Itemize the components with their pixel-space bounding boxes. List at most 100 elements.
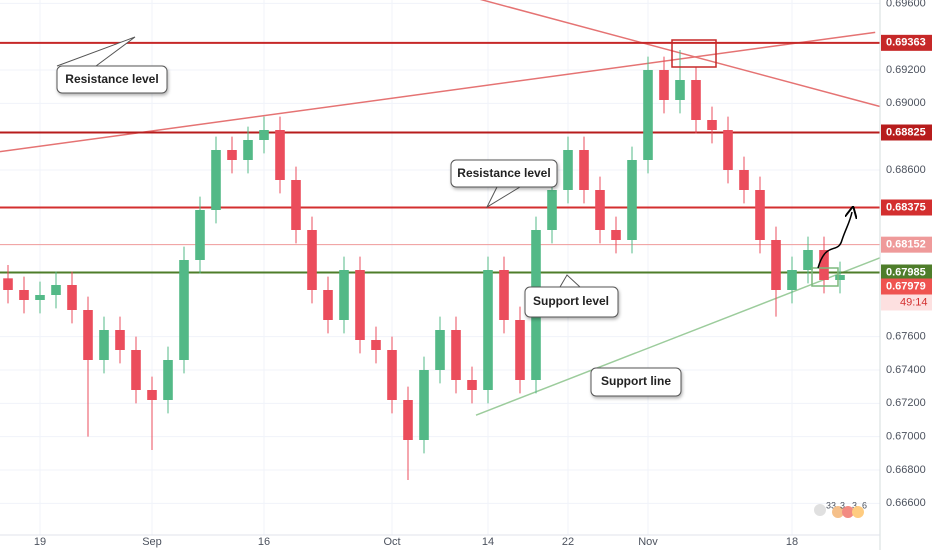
price-label: 0.67985 [886, 266, 926, 278]
candle-body [451, 330, 461, 380]
candle-body [707, 120, 717, 130]
candle-body [195, 210, 205, 260]
candle-body [131, 350, 141, 390]
callout-box [450, 159, 558, 188]
y-tick-label: 0.69200 [886, 64, 926, 76]
candle-body [787, 270, 797, 290]
badge: 3 [840, 500, 845, 510]
candle-body [723, 130, 733, 170]
candle-body [211, 150, 221, 210]
candle-body [275, 130, 285, 180]
candle-body [563, 150, 573, 190]
price-label: 0.69363 [886, 37, 926, 49]
callout-tail [485, 186, 521, 209]
candle-body [19, 290, 29, 300]
candle-body [35, 295, 45, 300]
candle-body [323, 290, 333, 320]
candle-body [755, 190, 765, 240]
candle-body [179, 260, 189, 360]
y-tick-label: 0.67400 [886, 364, 926, 376]
badge: 33 [826, 500, 836, 510]
annotation: Resistance level [65, 72, 158, 86]
x-tick-label: Oct [383, 536, 400, 548]
badge: 3 [852, 500, 857, 510]
candle-body [99, 330, 109, 360]
x-tick-label: 19 [34, 536, 46, 548]
callout-box [524, 286, 619, 318]
candle-body [387, 350, 397, 400]
countdown: 49:14 [900, 296, 928, 308]
badge: 6 [862, 500, 867, 510]
annotations-layer: Resistance level Resistance level Suppor… [56, 36, 852, 397]
candle-body [403, 400, 413, 440]
price-label: 0.68825 [886, 126, 926, 138]
candle-body [675, 80, 685, 100]
x-tick-label: Nov [638, 536, 658, 548]
candle-body [659, 70, 669, 100]
y-tick-label: 0.67200 [886, 397, 926, 409]
candle-body [691, 80, 701, 120]
badge-icon [832, 506, 844, 518]
candle-body [803, 250, 813, 270]
badges: 33 3 3 6 [814, 500, 867, 518]
candle-body [515, 320, 525, 380]
candle-body [3, 278, 13, 290]
price-label-bg [881, 34, 932, 51]
x-tick-label: 22 [562, 536, 574, 548]
candle-body [435, 330, 445, 370]
candle-body [371, 340, 381, 350]
candle-body [499, 270, 509, 320]
y-tick-label: 0.68600 [886, 164, 926, 176]
candle-body [147, 390, 157, 400]
candle-body [243, 140, 253, 160]
x-tick-label: Sep [142, 536, 162, 548]
candle-body [771, 240, 781, 290]
candle-body [67, 285, 77, 310]
y-tick-label: 0.67600 [886, 331, 926, 343]
candle-body [83, 310, 93, 360]
candle-body [467, 380, 477, 390]
price-label-bg [881, 278, 932, 295]
candle-body [227, 150, 237, 160]
candle-body [739, 170, 749, 190]
price-label-bg [881, 199, 932, 216]
candle-body [547, 190, 557, 230]
callout-tail [56, 36, 136, 67]
y-tick-label: 0.66600 [886, 497, 926, 509]
candle-body [307, 230, 317, 290]
price-label: 0.68152 [886, 239, 926, 251]
y-tick-label: 0.66800 [886, 464, 926, 476]
candle-body [835, 275, 845, 280]
x-tick-label: 16 [258, 536, 270, 548]
candle-body [595, 190, 605, 230]
candle-body [339, 270, 349, 320]
candle-body [419, 370, 429, 440]
forecast-arrow [817, 212, 852, 269]
badge-icon [842, 506, 854, 518]
candles-layer [3, 50, 845, 480]
highlight-box [811, 267, 839, 287]
y-tick-label: 0.67000 [886, 431, 926, 443]
candle-body [483, 270, 493, 390]
x-tick-label: 18 [786, 536, 798, 548]
candle-body [291, 180, 301, 230]
price-label-bg [881, 236, 932, 253]
price-label-bg [881, 124, 932, 141]
candle-body [627, 160, 637, 240]
candle-body [259, 130, 269, 140]
badge-icon [814, 504, 826, 516]
candle-body [115, 330, 125, 350]
price-label-bg [881, 264, 932, 281]
candle-body [643, 70, 653, 160]
price-label: 0.68375 [886, 201, 926, 213]
candle-body [611, 230, 621, 240]
candle-body [51, 285, 61, 295]
candle-body [579, 150, 589, 190]
candle-body [163, 360, 173, 400]
candle-body [819, 250, 829, 280]
callout-box [590, 367, 682, 397]
callout-tail [559, 274, 581, 288]
annotation: Support line [601, 374, 671, 388]
callout-box [56, 65, 168, 94]
